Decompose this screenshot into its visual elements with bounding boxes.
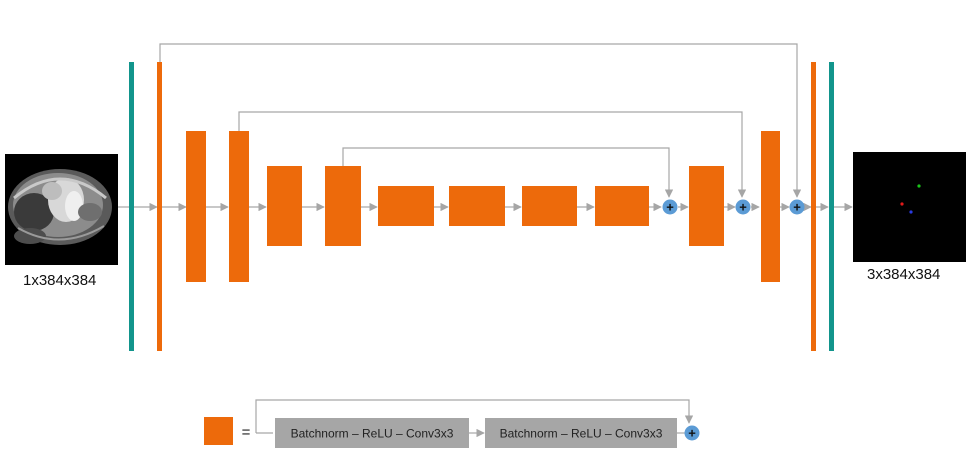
legend-box-2	[485, 418, 677, 448]
legend: = Batchnorm – ReLU – Conv3x3 Batchnorm –…	[204, 399, 700, 448]
bottleneck-block-3	[522, 186, 577, 226]
skip-connection-level-2	[238, 111, 747, 198]
svg-text:+: +	[793, 200, 801, 215]
encoder-block-level-1	[157, 62, 162, 351]
encoder-block-level-2b	[229, 131, 249, 282]
sum-nodes: + + +	[662, 199, 805, 215]
input-mri-image	[5, 154, 118, 265]
skip-connection-level-3	[342, 147, 674, 198]
legend-box-1-label: Batchnorm – ReLU – Conv3x3	[291, 427, 454, 441]
bottleneck-block-2	[449, 186, 505, 226]
legend-sum-node: +	[684, 425, 700, 441]
red-landmark	[900, 202, 904, 206]
legend-box-1	[275, 418, 469, 448]
skip-connection-level-1	[159, 43, 802, 198]
svg-text:+: +	[739, 200, 747, 215]
svg-text:+: +	[688, 426, 696, 441]
legend-skip-arrow	[255, 399, 694, 433]
legend-block-swatch	[204, 417, 233, 445]
input-conv-bar	[129, 62, 134, 351]
sum-node-level-2: +	[735, 199, 751, 215]
sum-node-level-3: +	[662, 199, 678, 215]
input-shape-label: 1x384x384	[23, 272, 97, 289]
bottleneck-block-4	[595, 186, 649, 226]
encoder-block-level-3b	[325, 166, 361, 246]
bottleneck-block-1	[378, 186, 434, 226]
green-landmark	[917, 184, 921, 188]
output-landmark-image	[853, 152, 966, 262]
skip-connections	[159, 43, 802, 198]
encoder-block-level-2a	[186, 131, 206, 282]
output-shape-label: 3x384x384	[867, 266, 941, 283]
sum-node-level-1: +	[789, 199, 805, 215]
decoder-block-level-1	[811, 62, 816, 351]
svg-text:+: +	[666, 200, 674, 215]
blue-landmark	[909, 210, 913, 214]
legend-equals-sign: =	[242, 424, 251, 441]
residual-blocks	[157, 62, 816, 351]
decoder-block-level-3	[689, 166, 724, 246]
decoder-block-level-2	[761, 131, 780, 282]
output-conv-bar	[829, 62, 834, 351]
legend-box-2-label: Batchnorm – ReLU – Conv3x3	[500, 427, 663, 441]
encoder-block-level-3a	[267, 166, 302, 246]
